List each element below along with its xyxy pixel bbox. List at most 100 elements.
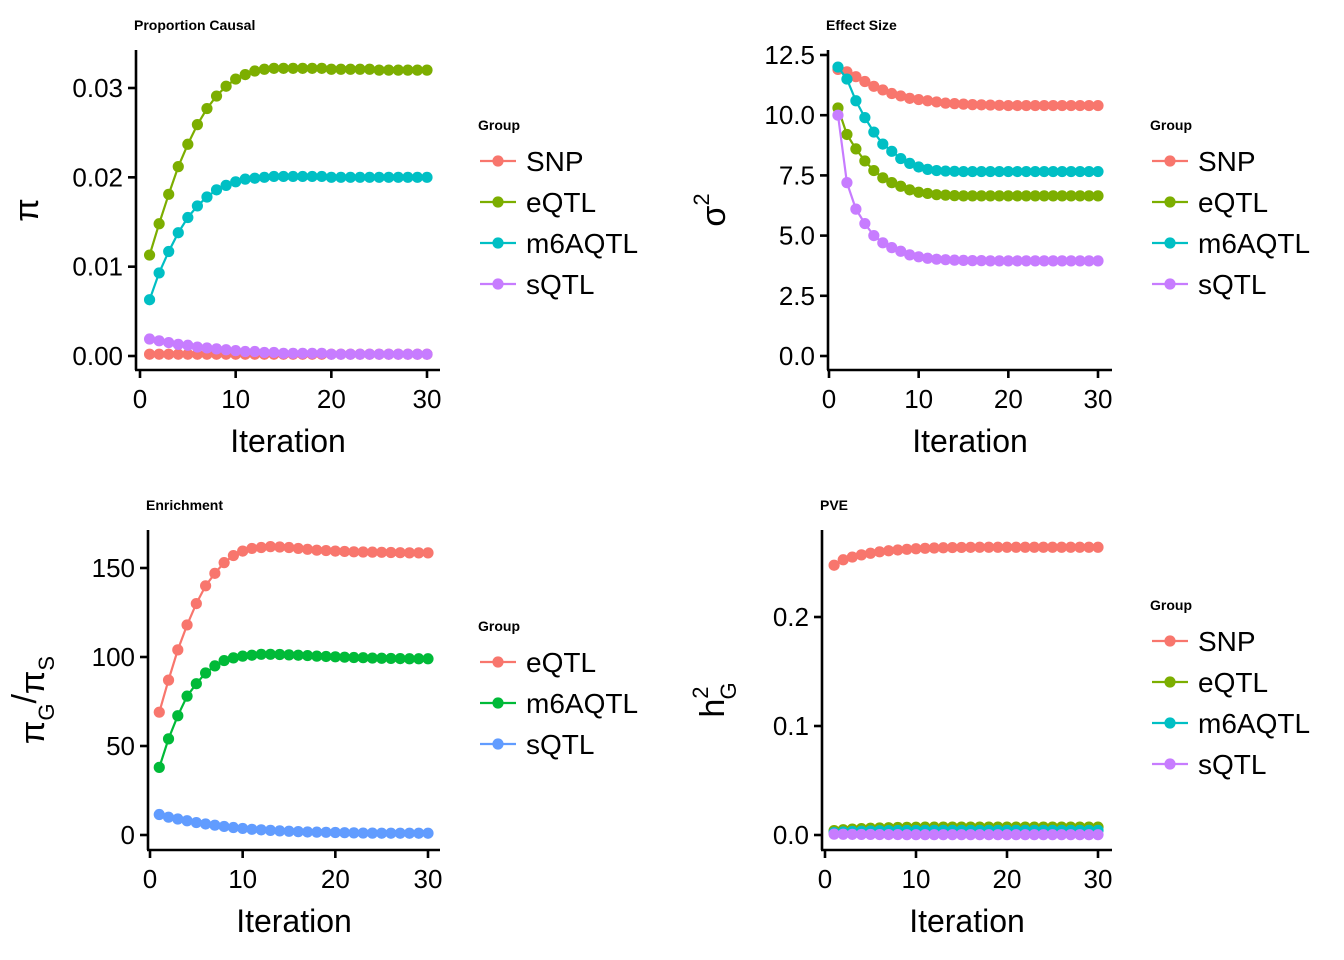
x-axis-label: Iteration bbox=[236, 903, 352, 939]
data-point bbox=[385, 652, 397, 665]
legend-key-point bbox=[492, 196, 504, 208]
data-point bbox=[984, 99, 997, 111]
data-point bbox=[1046, 829, 1059, 841]
legend-key-point bbox=[1164, 717, 1176, 729]
data-point bbox=[877, 138, 889, 150]
data-point bbox=[364, 348, 376, 360]
data-point bbox=[227, 652, 239, 664]
data-point bbox=[246, 542, 258, 555]
data-point bbox=[850, 203, 862, 215]
y-label-symbol: σ bbox=[695, 206, 733, 227]
data-point bbox=[320, 826, 332, 838]
data-point bbox=[421, 348, 433, 360]
data-point bbox=[1083, 541, 1095, 553]
x-tick-label: 30 bbox=[413, 384, 442, 414]
series-m6AQTL bbox=[153, 648, 434, 773]
data-point bbox=[153, 348, 165, 360]
x-tick-label: 10 bbox=[902, 864, 931, 894]
data-point bbox=[1020, 99, 1032, 112]
x-tick-label: 30 bbox=[414, 864, 443, 894]
series-sQTL bbox=[143, 333, 433, 360]
data-point bbox=[190, 816, 202, 829]
data-point bbox=[1083, 255, 1095, 267]
data-point bbox=[901, 543, 913, 555]
data-point bbox=[895, 245, 907, 257]
data-point bbox=[913, 161, 925, 173]
data-point bbox=[402, 64, 414, 76]
data-point bbox=[1020, 255, 1032, 267]
data-point bbox=[931, 96, 943, 108]
data-point bbox=[403, 827, 416, 839]
data-point bbox=[1002, 255, 1014, 267]
data-point bbox=[913, 251, 925, 263]
data-point bbox=[172, 813, 184, 825]
legend-item: sQTL bbox=[480, 729, 594, 760]
legend-key-point bbox=[492, 738, 504, 750]
legend-item: m6AQTL bbox=[480, 228, 638, 259]
data-point bbox=[258, 171, 270, 183]
data-point bbox=[311, 826, 323, 838]
y-tick-label: 0.01 bbox=[72, 252, 123, 282]
legend: Group eQTL m6AQTL sQTL bbox=[478, 618, 638, 760]
data-point bbox=[210, 90, 223, 102]
data-point bbox=[931, 189, 943, 201]
data-point bbox=[966, 255, 979, 267]
data-point bbox=[258, 346, 270, 359]
legend-title: Group bbox=[1150, 117, 1192, 133]
data-point bbox=[421, 64, 433, 76]
data-point bbox=[1028, 829, 1040, 841]
data-point bbox=[1092, 165, 1104, 178]
data-point bbox=[1046, 541, 1059, 553]
legend-label: eQTL bbox=[1198, 667, 1268, 698]
data-point bbox=[277, 170, 290, 183]
data-point bbox=[190, 598, 202, 610]
legend-label: eQTL bbox=[526, 647, 596, 678]
data-point bbox=[218, 557, 230, 569]
data-point bbox=[1029, 190, 1041, 202]
data-point bbox=[1056, 190, 1068, 202]
data-point bbox=[864, 828, 877, 841]
data-point bbox=[348, 651, 360, 664]
data-point bbox=[162, 674, 175, 686]
data-point bbox=[928, 829, 940, 841]
data-point bbox=[413, 827, 425, 839]
y-label-symbol: π bbox=[14, 721, 52, 744]
data-point bbox=[850, 143, 862, 155]
legend-key-point bbox=[492, 278, 504, 290]
data-point bbox=[339, 651, 351, 663]
data-point bbox=[283, 541, 295, 554]
legend-label: m6AQTL bbox=[526, 688, 638, 719]
x-tick-label: 0 bbox=[133, 384, 147, 414]
data-point bbox=[357, 652, 369, 664]
x-tick-label: 20 bbox=[993, 864, 1022, 894]
data-point bbox=[1047, 99, 1059, 112]
data-point bbox=[274, 648, 286, 661]
data-point bbox=[1074, 190, 1086, 202]
data-point bbox=[886, 87, 898, 100]
legend-label: sQTL bbox=[526, 729, 594, 760]
legend: Group SNP eQTL m6AQTL sQTL bbox=[478, 117, 638, 300]
legend-key-point bbox=[1164, 758, 1176, 770]
data-point bbox=[1002, 190, 1014, 202]
data-point bbox=[344, 171, 357, 183]
legend-item: m6AQTL bbox=[1152, 708, 1310, 739]
data-point bbox=[931, 253, 943, 265]
data-point bbox=[191, 341, 203, 353]
data-point bbox=[258, 63, 270, 75]
data-point bbox=[975, 165, 988, 178]
data-point bbox=[394, 827, 406, 839]
data-point bbox=[877, 84, 889, 96]
data-point bbox=[984, 255, 997, 267]
data-point bbox=[163, 245, 175, 258]
series-m6AQTL bbox=[832, 61, 1104, 178]
chart-panel-1: Proportion Causal 0.00 0.01 0.02 0.03 0 10 20 30… bbox=[8, 17, 638, 459]
data-point bbox=[230, 73, 242, 85]
legend-key-point bbox=[1164, 635, 1176, 647]
data-point bbox=[163, 188, 175, 200]
y-tick-label: 12.5 bbox=[764, 40, 815, 70]
data-point bbox=[218, 654, 230, 667]
legend-label: SNP bbox=[526, 146, 584, 177]
x-tick-label: 20 bbox=[321, 864, 350, 894]
series-m6AQTL bbox=[143, 170, 433, 306]
data-point bbox=[385, 827, 397, 839]
